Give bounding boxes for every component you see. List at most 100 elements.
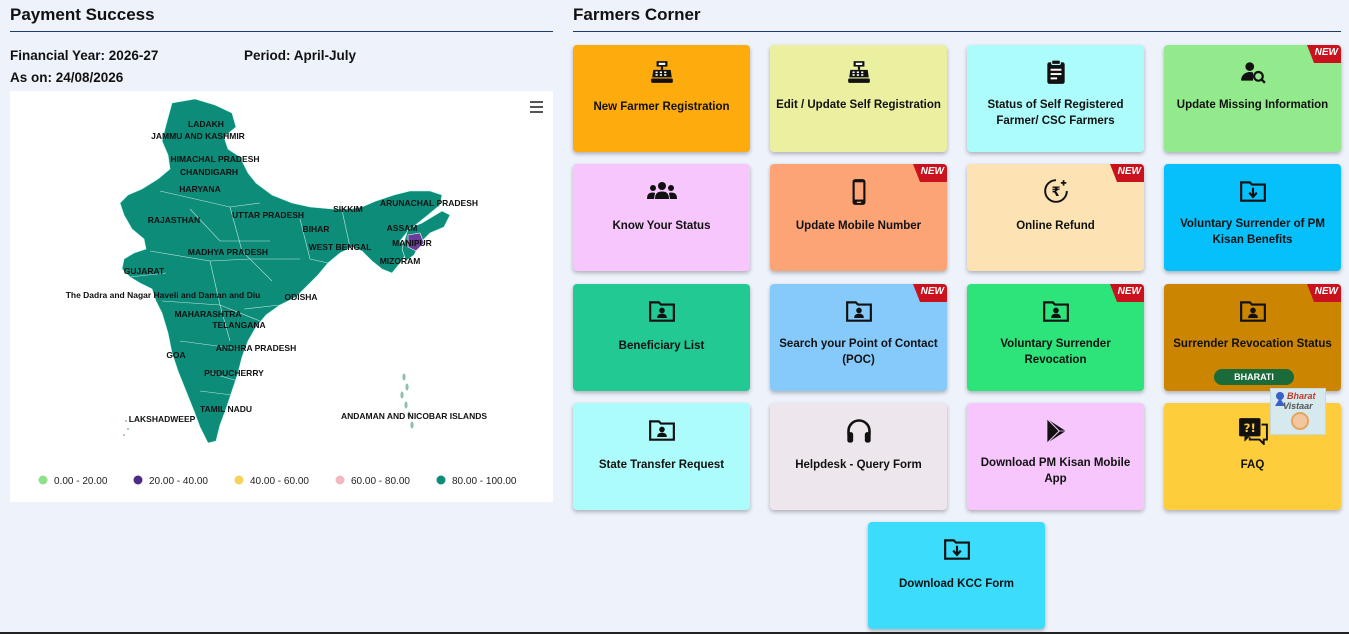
state-label-25: ANDAMAN AND NICOBAR ISLANDS: [341, 411, 487, 421]
tile-label: Download KCC Form: [899, 578, 1014, 590]
state-label-20: ANDHRA PRADESH: [216, 343, 296, 353]
tile-label: Download PM Kisan Mobile App: [980, 457, 1131, 485]
legend-marker-2: [234, 475, 244, 485]
play-store-icon: [967, 417, 1144, 445]
state-label-10: BIHAR: [303, 224, 330, 234]
tile-download-pm-kisan-mobile-app[interactable]: Download PM Kisan Mobile App: [967, 403, 1144, 510]
bharat-vistaar-badge[interactable]: Bharat Vistaar: [1270, 388, 1326, 435]
chart-menu-icon[interactable]: [530, 101, 543, 113]
tile-label: Edit / Update Self Registration: [776, 99, 941, 111]
map-shapes: [119, 98, 451, 444]
bharati-avatar: [1291, 412, 1309, 430]
state-border-1: [189, 208, 270, 242]
legend-label-3: 60.00 - 80.00: [351, 476, 410, 487]
state-border-9: [209, 372, 239, 382]
state-label-6: SIKKIM: [333, 204, 363, 214]
tile-know-your-status[interactable]: Know Your Status: [573, 164, 750, 271]
tile-edit-update-self-registration[interactable]: Edit / Update Self Registration: [770, 45, 947, 152]
tile-search-your-point-of-contact-poc[interactable]: Search your Point of Contact (POC) NEW: [770, 284, 947, 391]
new-badge: NEW: [913, 284, 947, 302]
tile-label: Know Your Status: [612, 220, 711, 232]
folder-download-icon: [1164, 178, 1341, 206]
state-label-1: JAMMU AND KASHMIR: [151, 131, 245, 141]
state-label-11: MANIPUR: [392, 238, 432, 248]
rupee-refund-icon: ₹: [967, 178, 1144, 206]
tile-label: Voluntary Surrender Revocation: [1000, 338, 1111, 366]
state-label-13: MADHYA PRADESH: [188, 247, 268, 257]
andaman-island-1: [405, 383, 409, 391]
tile-new-farmer-registration[interactable]: New Farmer Registration: [573, 45, 750, 152]
tile-state-transfer-request[interactable]: State Transfer Request: [573, 403, 750, 510]
users-icon: [573, 178, 750, 206]
tile-online-refund[interactable]: ₹ Online Refund NEW: [967, 164, 1144, 271]
tile-label: Surrender Revocation Status: [1173, 338, 1332, 350]
state-label-5: ARUNACHAL PRADESH: [380, 198, 478, 208]
legend-marker-0: [38, 475, 48, 485]
state-label-24: LAKSHADWEEP: [129, 414, 196, 424]
tile-beneficiary-list[interactable]: Beneficiary List: [573, 284, 750, 391]
legend-marker-1: [133, 475, 143, 485]
state-border-7: [339, 200, 351, 248]
state-border-10: [199, 390, 233, 396]
legend-label-1: 20.00 - 40.00: [149, 476, 208, 487]
state-border-12: [129, 272, 167, 278]
state-label-2: HIMACHAL PRADESH: [170, 154, 259, 164]
state-label-14: MIZORAM: [380, 256, 421, 266]
bharat-vistaar-line1: Bharat: [1287, 391, 1316, 401]
tile-status-of-self-registered-farmer-csc-farmers[interactable]: Status of Self Registered Farmer/ CSC Fa…: [967, 45, 1144, 152]
map-labels: LADAKH JAMMU AND KASHMIR HIMACHAL PRADESH C…: [66, 119, 488, 424]
new-badge: NEW: [1307, 45, 1341, 63]
folder-user-icon: [573, 417, 750, 445]
state-label-0: LADAKH: [188, 119, 224, 129]
state-label-8: RAJASTHAN: [148, 215, 200, 225]
state-label-19: TELANGANA: [212, 320, 265, 330]
payment-success-panel: Payment Success Financial Year: 2026-27 …: [10, 0, 553, 502]
andaman-island-4: [407, 411, 411, 419]
legend-label-0: 0.00 - 20.00: [54, 476, 108, 487]
andaman-island-2: [400, 391, 404, 399]
legend-marker-4: [436, 475, 446, 485]
bharat-vistaar-line2: Vistaar: [1283, 401, 1313, 411]
tile-label: Online Refund: [1016, 220, 1095, 232]
folder-user-icon: [573, 298, 750, 326]
tile-label: Search your Point of Contact (POC): [779, 338, 938, 366]
user-search-icon: [1164, 59, 1341, 87]
andaman-island-0: [402, 373, 406, 381]
bottom-divider: [0, 632, 1349, 634]
payment-meta: Financial Year: 2026-27 Period: April-Ju…: [10, 32, 553, 90]
state-label-9: ASSAM: [387, 223, 418, 233]
tile-label: Beneficiary List: [618, 340, 705, 352]
new-badge: NEW: [1307, 284, 1341, 302]
tile-download-kcc-form[interactable]: Download KCC Form: [868, 522, 1045, 629]
state-border-11: [243, 304, 281, 310]
state-label-23: TAMIL NADU: [200, 404, 252, 414]
state-border-2: [149, 250, 300, 262]
andaman-island-3: [404, 401, 408, 409]
svg-text:?!: ?!: [1243, 421, 1255, 435]
tile-update-missing-information[interactable]: Update Missing Information NEW: [1164, 45, 1341, 152]
tile-voluntary-surrender-of-pm-kisan-benefits[interactable]: Voluntary Surrender of PM Kisan Benefits: [1164, 164, 1341, 271]
map-legend: 0.00 - 20.00 20.00 - 40.00 40.00 - 60.00 60…: [38, 475, 517, 487]
folder-user-icon: [770, 298, 947, 326]
new-badge-label: NEW: [1314, 47, 1338, 58]
lakshadweep-island-2: [123, 434, 125, 436]
tile-label: Update Mobile Number: [795, 220, 922, 232]
tile-voluntary-surrender-revocation[interactable]: Voluntary Surrender Revocation NEW: [967, 284, 1144, 391]
tile-label: Update Missing Information: [1176, 99, 1329, 111]
state-label-7: UTTAR PRADESH: [232, 210, 304, 220]
tile-label: Voluntary Surrender of PM Kisan Benefits: [1180, 218, 1325, 246]
state-border-6: [299, 218, 329, 264]
headphones-icon: [770, 417, 947, 445]
as-on-date: As on: 24/08/2026: [10, 70, 124, 85]
state-label-15: GUJARAT: [124, 266, 165, 276]
new-badge: NEW: [1110, 164, 1144, 182]
state-label-3: CHANDIGARH: [180, 167, 238, 177]
svg-text:₹: ₹: [1051, 185, 1060, 200]
tile-helpdesk-query-form[interactable]: Helpdesk - Query Form: [770, 403, 947, 510]
new-badge: NEW: [1110, 284, 1144, 302]
state-label-16: The Dadra and Nagar Haveli and Daman and…: [66, 290, 261, 300]
farmers-corner-panel: Farmers Corner: [573, 0, 1341, 32]
tile-update-mobile-number[interactable]: Update Mobile Number NEW: [770, 164, 947, 271]
tile-label: State Transfer Request: [598, 459, 725, 471]
bharati-chat-pill[interactable]: BHARATI: [1214, 369, 1294, 385]
